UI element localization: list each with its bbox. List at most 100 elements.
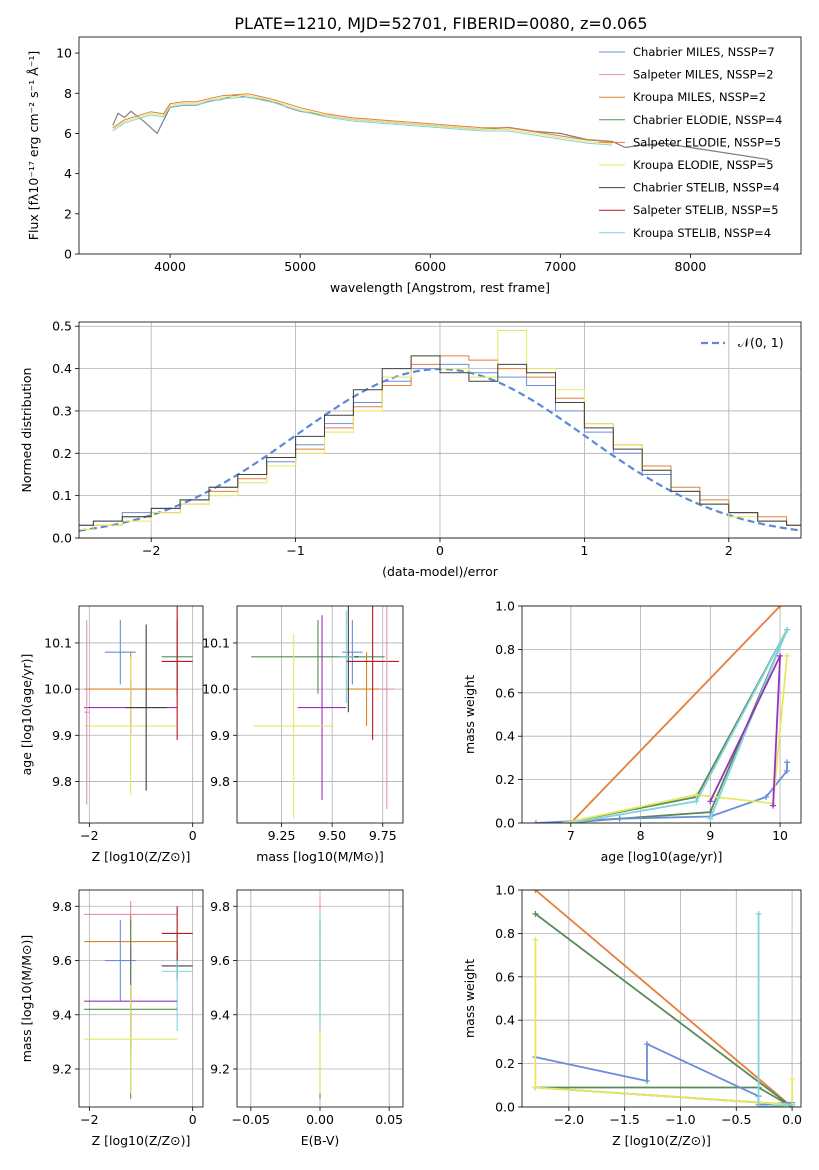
- axes-frame: [521, 889, 802, 1108]
- histogram-chabrier-stelib: [79, 355, 801, 526]
- x-tick-label: 2: [725, 543, 733, 558]
- weight-marker: [643, 1041, 650, 1048]
- x-tick-label: 9.25: [268, 828, 296, 843]
- histogram-salpeter-elodie: [79, 355, 801, 530]
- weight-marker: [784, 767, 791, 774]
- weight-line-chabrier-miles: [535, 762, 788, 823]
- weight-marker: [707, 815, 714, 822]
- axes-frame: [78, 889, 204, 1108]
- y-tick-label: 0.4: [495, 1013, 515, 1028]
- axes-frame: [78, 36, 802, 255]
- legend-label: Chabrier MILES, NSSP=7: [633, 45, 775, 59]
- y-tick-label: 10.0: [44, 682, 72, 697]
- plot-area: [251, 606, 399, 819]
- x-tick-label: −2: [80, 828, 98, 843]
- y-tick-label: 0.2: [495, 772, 515, 787]
- x-axis-label: Z [log10(Z/Z⊙)]: [92, 849, 191, 864]
- y-tick-label: 0.0: [495, 816, 515, 831]
- axes-frame: [236, 605, 404, 824]
- weight-line-kroupa-elodie: [563, 655, 788, 823]
- weight-marker: [777, 606, 784, 609]
- x-tick-label: 9.75: [369, 828, 397, 843]
- x-axis-label: wavelength [Angstrom, rest frame]: [330, 280, 550, 295]
- y-tick-label: 0.4: [52, 361, 72, 376]
- x-tick-label: −2: [142, 543, 160, 558]
- x-axis-label: Z [log10(Z/Z⊙)]: [92, 1133, 191, 1148]
- legend-label: 𝒩(0, 1): [738, 335, 784, 350]
- weight-marker: [643, 1077, 650, 1084]
- weight-marker: [763, 793, 770, 800]
- y-axis-label: mass [log10(M/M⊙)]: [19, 935, 34, 1063]
- y-tick-label: 4: [64, 166, 72, 181]
- legend-label: Salpeter ELODIE, NSSP=5: [633, 135, 781, 149]
- weight-marker: [693, 798, 700, 805]
- legend-label: Salpeter STELIB, NSSP=5: [633, 203, 779, 217]
- y-tick-label: 9.8: [210, 774, 230, 789]
- panel-residuals: −2 −1 0 1 2 0.0 0.1 0.2 0.3 0.4 0.5 (data-model)/er…: [19, 319, 802, 579]
- y-tick-label: 9.8: [210, 899, 230, 914]
- x-tick-label: 0: [189, 828, 197, 843]
- weight-line-kroupa-elodie: [534, 939, 793, 1106]
- weight-marker: [707, 798, 714, 805]
- y-tick-label: 9.8: [52, 774, 72, 789]
- x-tick-label: 0: [189, 1112, 197, 1127]
- y-tick-label: 0.5: [52, 319, 72, 334]
- plot-area: [79, 330, 801, 532]
- weight-marker: [532, 910, 539, 917]
- panel-weight-vs-age: 7 8 9 10 0.0 0.2 0.4 0.6 0.8 1.0 age [log10(age/yr…: [462, 599, 802, 864]
- x-tick-label: 8: [637, 828, 645, 843]
- x-tick-label: 6000: [414, 259, 446, 274]
- x-tick-label: −2.0: [554, 1112, 584, 1127]
- y-tick-label: 9.4: [210, 1007, 230, 1022]
- x-tick-label: 4000: [154, 259, 186, 274]
- y-tick-label: 1.0: [495, 599, 515, 614]
- y-tick-label: 9.2: [210, 1062, 230, 1077]
- weight-line-chabrier-elodie: [534, 913, 793, 1107]
- weight-marker: [755, 1104, 762, 1107]
- y-axis-label: mass weight: [462, 959, 477, 1038]
- axes-frame: [521, 605, 802, 824]
- x-tick-label: 9.50: [318, 828, 346, 843]
- weight-marker: [770, 802, 777, 809]
- weight-line-salpeter-elodie: [534, 890, 793, 1107]
- y-tick-label: 0.4: [495, 729, 515, 744]
- y-tick-label: 0.2: [52, 446, 72, 461]
- y-tick-label: 0: [64, 247, 72, 262]
- model-spectrum-line: [112, 96, 613, 146]
- weight-line-kroupa-stelib: [570, 629, 788, 823]
- weight-marker: [532, 890, 539, 893]
- weight-line-chabrier-elodie: [563, 629, 788, 823]
- legend-label: Chabrier ELODIE, NSSP=4: [633, 113, 782, 127]
- x-tick-label: −1: [286, 543, 304, 558]
- y-tick-label: 9.9: [52, 728, 72, 743]
- y-tick-label: 10.1: [44, 635, 72, 650]
- axes-frame: [78, 605, 204, 824]
- weight-line-kroupa-stelib: [757, 913, 793, 1107]
- y-tick-label: 6: [64, 126, 72, 141]
- weight-marker: [784, 652, 791, 659]
- y-tick-label: 0.6: [495, 969, 515, 984]
- x-tick-label: 1: [580, 543, 588, 558]
- weight-line-chabrier-miles: [535, 1042, 793, 1106]
- legend-label: Salpeter MILES, NSSP=2: [633, 68, 774, 82]
- y-tick-label: 0.0: [52, 531, 72, 546]
- panel-age-vs-mass: 9.25 9.50 9.75 9.8 9.9 10.0 10.1 mass [log10(M/…: [202, 605, 404, 864]
- x-tick-label: −0.5: [721, 1112, 751, 1127]
- x-tick-label: 7: [567, 828, 575, 843]
- figure-title: PLATE=1210, MJD=52701, FIBERID=0080, z=0…: [234, 14, 647, 33]
- weight-marker: [784, 626, 791, 633]
- y-tick-label: 8: [64, 86, 72, 101]
- weight-marker: [532, 936, 539, 943]
- x-tick-label: 5000: [284, 259, 316, 274]
- y-tick-label: 2: [64, 206, 72, 221]
- y-tick-label: 0.3: [52, 403, 72, 418]
- y-tick-label: 10.0: [202, 682, 230, 697]
- weight-marker: [560, 820, 567, 823]
- weight-marker: [784, 759, 791, 766]
- x-tick-label: 8000: [675, 259, 707, 274]
- x-axis-label: Z [log10(Z/Z⊙)]: [612, 1133, 711, 1148]
- weight-marker: [532, 820, 539, 823]
- plot-area: [532, 606, 791, 823]
- plot-area: [84, 606, 193, 805]
